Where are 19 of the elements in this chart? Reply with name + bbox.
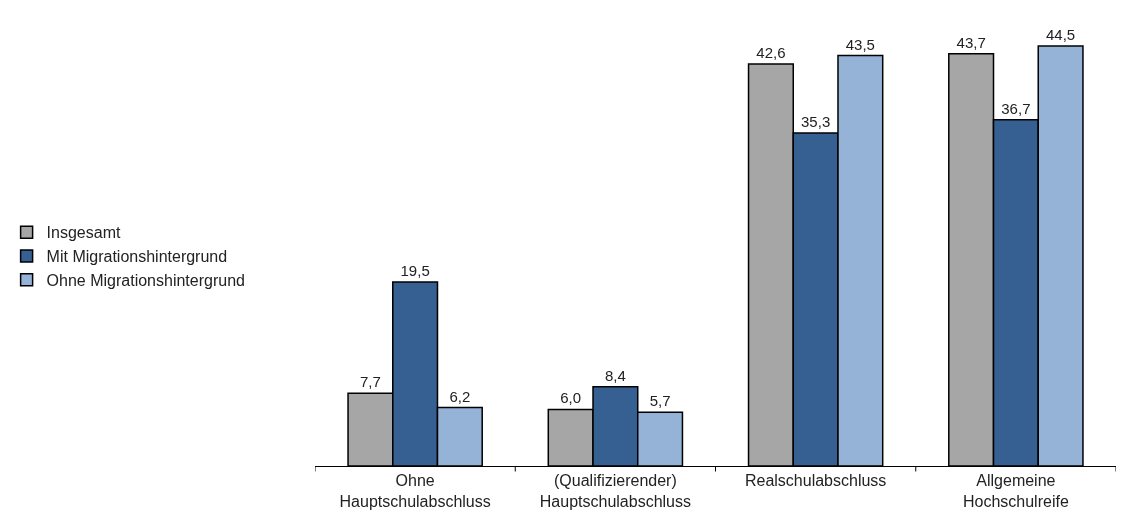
data-label: 19,5 (400, 262, 430, 279)
data-label: 6,2 (449, 387, 471, 405)
data-label: 43,7 (956, 33, 986, 51)
legend-label: Ohne Migrationshintergrund (46, 271, 245, 289)
data-label: 35,3 (801, 112, 831, 130)
data-label: 6,0 (560, 389, 582, 407)
data-label: 7,7 (359, 373, 381, 391)
data-label: 42,6 (756, 44, 786, 62)
x-tick-label: Ohne Hauptschulabschluss (339, 472, 491, 510)
data-label: 43,5 (845, 35, 875, 53)
x-tick-label: Realschulabschluss (744, 472, 887, 490)
data-label: 44,5 (1046, 26, 1076, 44)
x-tick-label: Allgemeine Hochschulreife (962, 472, 1069, 510)
legend-label: Insgesamt (46, 224, 121, 242)
data-label: 36,7 (1001, 99, 1031, 117)
data-label: 8,4 (604, 366, 626, 384)
legend-label: Mit Migrationshintergrund (46, 248, 228, 266)
x-tick-label: (Qualifizierender) Hauptschulabschluss (539, 472, 691, 510)
data-label: 5,7 (649, 392, 671, 410)
